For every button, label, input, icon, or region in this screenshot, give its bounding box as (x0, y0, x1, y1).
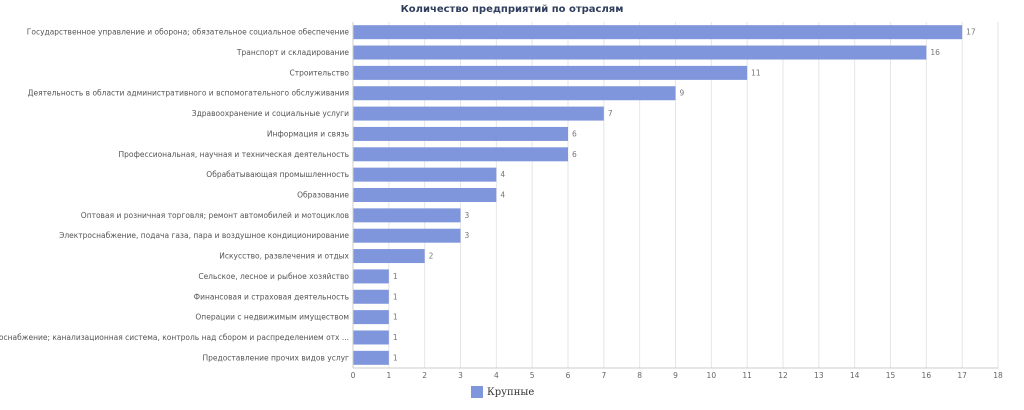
grid-lines (352, 22, 999, 368)
category-label: Искусство, развлечения и отдых (219, 252, 349, 261)
x-tick-label: 7 (601, 371, 606, 380)
x-tick-label: 15 (886, 371, 896, 380)
bar[interactable] (353, 167, 497, 182)
x-tick-label: 12 (778, 371, 788, 380)
x-tick-label: 0 (351, 371, 356, 380)
x-tick-label: 11 (742, 371, 752, 380)
data-label: 16 (930, 48, 940, 57)
category-label: Операции с недвижимым имуществом (195, 313, 349, 322)
category-label: Государственное управление и оборона; об… (27, 28, 350, 37)
category-label: Предоставление прочих видов услуг (203, 353, 350, 362)
x-tick-label: 5 (530, 371, 535, 380)
x-tick-label: 14 (850, 371, 860, 380)
category-label: Сельское, лесное и рыбное хозяйство (198, 272, 349, 281)
category-label: Строительство (289, 68, 349, 77)
data-label: 3 (465, 211, 470, 220)
data-label: 1 (393, 353, 398, 362)
data-label: 1 (393, 292, 398, 301)
data-label: 17 (966, 28, 976, 37)
bar[interactable] (353, 289, 389, 304)
data-label: 3 (465, 231, 470, 240)
bar[interactable] (353, 269, 389, 284)
data-label: 1 (393, 313, 398, 322)
category-label: Профессиональная, научная и техническая … (118, 150, 349, 159)
bar[interactable] (353, 86, 676, 101)
x-tick-label: 3 (458, 371, 463, 380)
category-label: Обрабатывающая промышленность (206, 170, 349, 179)
bar[interactable] (353, 147, 568, 162)
category-label: Водоснабжение; канализационная система, … (0, 333, 349, 342)
category-label: Оптовая и розничная торговля; ремонт авт… (81, 211, 349, 220)
x-tick-label: 2 (422, 371, 427, 380)
data-label: 9 (680, 89, 685, 98)
x-tick-label: 13 (814, 371, 824, 380)
bar[interactable] (353, 350, 389, 365)
bar[interactable] (353, 228, 461, 243)
data-label: 4 (500, 170, 505, 179)
data-label: 2 (429, 252, 434, 261)
category-label: Деятельность в области административного… (28, 89, 349, 98)
bar[interactable] (353, 330, 389, 345)
bar[interactable] (353, 249, 425, 264)
legend[interactable]: Крупные (471, 386, 534, 398)
data-label: 6 (572, 129, 577, 138)
data-label: 11 (751, 68, 761, 77)
category-label: Транспорт и складирование (236, 48, 349, 57)
bar[interactable] (353, 106, 604, 121)
category-label: Финансовая и страховая деятельность (194, 292, 349, 301)
category-label: Электроснабжение, подача газа, пара и во… (59, 231, 349, 240)
x-axis: 0 1 2 3 4 5 6 7 8 9 10 11 12 13 14 15 16 17 18 (351, 22, 1003, 380)
bar[interactable] (353, 310, 389, 325)
bar[interactable] (353, 208, 461, 223)
bar[interactable] (353, 126, 568, 141)
bar[interactable] (353, 65, 748, 80)
data-label: 1 (393, 333, 398, 342)
x-tick-label: 10 (707, 371, 717, 380)
x-tick-label: 4 (494, 371, 499, 380)
data-label: 7 (608, 109, 613, 118)
x-tick-label: 9 (673, 371, 678, 380)
chart-title: Количество предприятий по отраслям (400, 4, 624, 15)
bar[interactable] (353, 45, 927, 60)
data-label: 1 (393, 272, 398, 281)
legend-swatch (471, 386, 483, 398)
data-label: 6 (572, 150, 577, 159)
bar[interactable] (353, 25, 963, 40)
bar[interactable] (353, 188, 497, 202)
category-labels: Государственное управление и оборона; об… (0, 28, 350, 363)
x-tick-label: 18 (993, 371, 1003, 380)
category-label: Информация и связь (267, 129, 349, 138)
legend-label: Крупные (487, 386, 535, 398)
category-label: Здравоохранение и социальные услуги (192, 109, 349, 118)
x-tick-label: 17 (957, 371, 967, 380)
data-label: 4 (500, 191, 505, 200)
x-tick-label: 16 (922, 371, 932, 380)
x-tick-label: 1 (386, 371, 391, 380)
x-tick-label: 6 (566, 371, 571, 380)
x-tick-label: 8 (637, 371, 642, 380)
category-label: Образование (297, 191, 349, 200)
